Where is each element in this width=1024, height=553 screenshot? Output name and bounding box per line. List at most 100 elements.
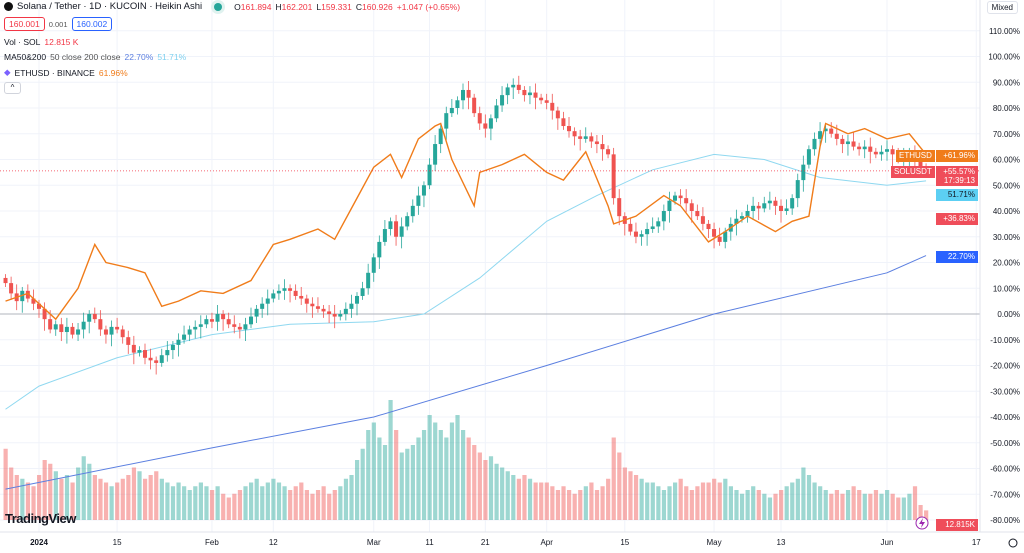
candle-body: [92, 314, 97, 320]
bar-countdown: 17:39:13: [943, 176, 975, 185]
volume-bar: [700, 482, 706, 520]
volume-bar: [81, 456, 86, 520]
close-value: 160.926: [362, 1, 393, 12]
candle-body: [249, 316, 254, 325]
candle-body: [594, 141, 599, 145]
volume-bar: [37, 475, 42, 520]
collapse-legend-button[interactable]: ^: [4, 82, 21, 94]
volume-bar: [3, 448, 8, 520]
volume-bar: [890, 493, 895, 520]
volume-bar: [712, 478, 717, 520]
candle-body: [81, 321, 86, 330]
volume-bar: [109, 486, 114, 520]
candle-body: [879, 151, 884, 155]
market-status-icon[interactable]: [214, 2, 223, 11]
candle-body: [600, 144, 605, 150]
volume-bar: [288, 490, 293, 520]
volume-bar: [695, 486, 700, 520]
symbol-title[interactable]: Solana / Tether · 1D · KUCOIN · Heikin A…: [17, 1, 203, 12]
candle-body: [829, 128, 834, 134]
candle-body: [254, 308, 259, 317]
volume-bar: [438, 430, 443, 520]
candle-body: [505, 87, 510, 96]
candle-body: [734, 218, 739, 224]
candle-body: [455, 100, 460, 108]
volume-bar: [650, 482, 655, 520]
volume-bar: [394, 430, 399, 520]
volume-bar: [555, 490, 561, 520]
volume-bar: [388, 400, 393, 520]
candle-body: [639, 234, 644, 237]
candle-body: [382, 229, 387, 242]
compare-legend[interactable]: ◆ ETHUSD · BINANCE 61.96%: [4, 67, 128, 78]
candle-body: [176, 339, 181, 345]
candle-body: [862, 146, 867, 150]
candle-body: [555, 110, 560, 119]
volume-bar: [857, 490, 862, 520]
logo-text: TradingView: [5, 511, 76, 526]
candle-body: [461, 89, 466, 101]
candles: [3, 75, 929, 375]
y-tick-label: 30.00%: [993, 233, 1020, 242]
volume-bar: [550, 486, 555, 520]
volume-bar: [678, 478, 683, 520]
spread: 0.001: [48, 19, 68, 29]
candle-body: [421, 185, 426, 196]
volume-bar: [382, 445, 388, 520]
lightning-glyph: [919, 518, 925, 528]
volume-bar: [600, 486, 605, 520]
candle-body: [343, 308, 348, 314]
candle-body: [561, 118, 566, 127]
candle-body: [360, 288, 365, 296]
change-value: +1.047 (+0.65%): [396, 1, 461, 12]
candle-body: [148, 357, 153, 361]
tradingview-logo[interactable]: TradingView: [5, 511, 76, 526]
volume-legend[interactable]: Vol · SOL 12.815 K: [4, 37, 78, 47]
candle-body: [678, 195, 683, 199]
volume-bar: [299, 482, 304, 520]
volume-bar: [271, 478, 276, 520]
candle-body: [120, 329, 125, 338]
volume-bar: [527, 478, 533, 520]
volume-bar: [728, 486, 733, 520]
y-tick-label: 40.00%: [993, 207, 1020, 216]
ma200-line: [5, 255, 927, 490]
ma-legend[interactable]: MA50&200 50 close 200 close 22.70% 51.71…: [4, 52, 186, 62]
candle-body: [170, 344, 175, 351]
settings-icon[interactable]: [1008, 538, 1018, 548]
candle-body: [790, 198, 795, 209]
candle-body: [885, 149, 890, 152]
candle-body: [394, 221, 399, 237]
scale-mode-button[interactable]: Mixed: [986, 1, 1018, 14]
volume-bar: [717, 482, 722, 520]
candle-body: [288, 288, 293, 291]
volume-bar: [9, 467, 14, 520]
sell-button[interactable]: 160.001: [4, 17, 45, 31]
volume-bar: [572, 493, 577, 520]
candle-body: [165, 350, 170, 356]
candle-body: [410, 205, 415, 217]
candle-body: [53, 324, 58, 330]
y-tick-label: -20.00%: [990, 362, 1020, 371]
candle-body: [416, 195, 421, 206]
volume-bar: [249, 482, 254, 520]
candle-body: [706, 223, 711, 230]
volume-bar: [611, 437, 616, 520]
buy-button[interactable]: 160.002: [71, 17, 113, 31]
candle-body: [918, 159, 923, 168]
volume-bar: [689, 490, 694, 520]
candle-body: [327, 311, 332, 314]
candle-body: [578, 136, 583, 139]
y-tick-label: 10.00%: [993, 284, 1020, 293]
price-axis[interactable]: 110.00% 100.00% 90.00% 80.00% 70.00% 60.00% 50…: [988, 27, 1020, 525]
candle-body: [226, 319, 231, 325]
volume-bar: [639, 478, 644, 520]
candle-body: [271, 293, 276, 299]
volume-bar: [154, 471, 159, 520]
time-axis[interactable]: 2024 15 Feb 12 Mar 11 21 Apr 15 May 13 Jun 17: [30, 538, 981, 547]
candle-body: [483, 123, 488, 129]
y-tick-label: -10.00%: [990, 336, 1020, 345]
volume-bar: [533, 482, 538, 520]
candle-body: [25, 290, 30, 299]
